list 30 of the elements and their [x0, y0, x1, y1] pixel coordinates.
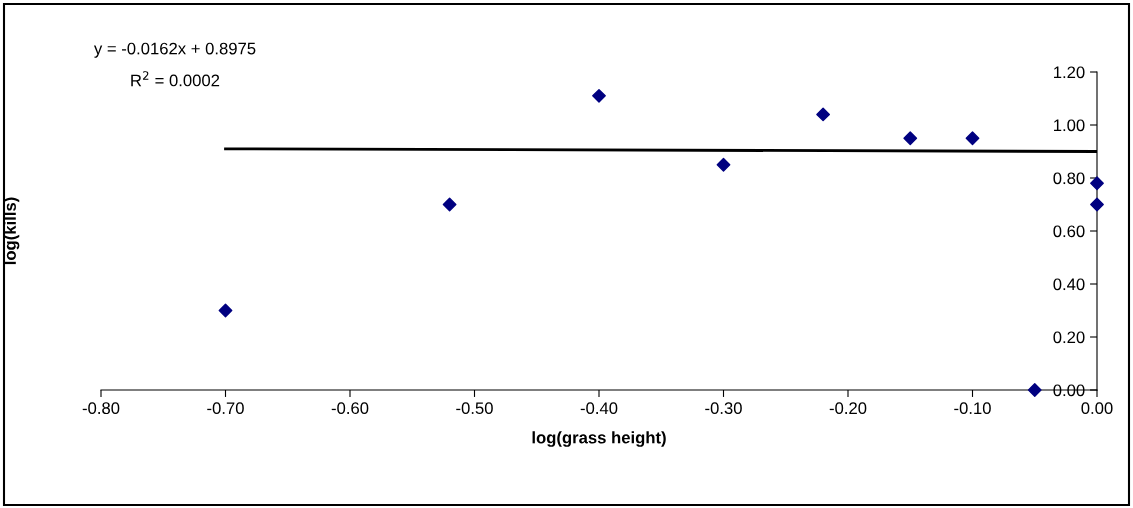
point — [716, 157, 731, 172]
x-tick-label: -0.20 — [829, 402, 867, 415]
point — [816, 107, 831, 122]
y-tick-label: 0.80 — [1053, 172, 1085, 185]
y-tick-label: 1.00 — [1054, 119, 1085, 132]
x-tick-label: -0.80 — [82, 402, 120, 415]
point — [903, 131, 918, 146]
x-tick-label: -0.50 — [456, 402, 493, 415]
y-tick-label: 0.60 — [1053, 225, 1085, 238]
point — [218, 303, 233, 318]
x-tick-label: -0.30 — [705, 402, 742, 415]
point — [1090, 176, 1104, 191]
y-tick-label: 0.20 — [1053, 331, 1085, 344]
y-tick-label: 0.40 — [1053, 278, 1085, 291]
x-tick-label: -0.10 — [954, 402, 991, 415]
point — [1090, 197, 1104, 212]
x-tick-label: -0.60 — [331, 402, 369, 415]
annotation: R$^{2}$ = 0.0002 — [131, 71, 220, 87]
y-axis-title: log(kills) — [3, 197, 20, 265]
x-tick-label: -0.70 — [207, 402, 244, 415]
point — [965, 131, 980, 146]
x-axis-title: log(grass height) — [532, 431, 666, 447]
y-tick-label: 0.00 — [1053, 384, 1085, 397]
point — [1027, 383, 1042, 397]
point — [592, 88, 606, 103]
x-tick-label: 0.00 — [1081, 402, 1113, 415]
y-tick-label: 1.20 — [1054, 66, 1085, 79]
x-tick-label: -0.40 — [580, 402, 618, 415]
point — [442, 197, 457, 212]
text: y = -0.0162x + 0.8975 — [93, 42, 256, 58]
